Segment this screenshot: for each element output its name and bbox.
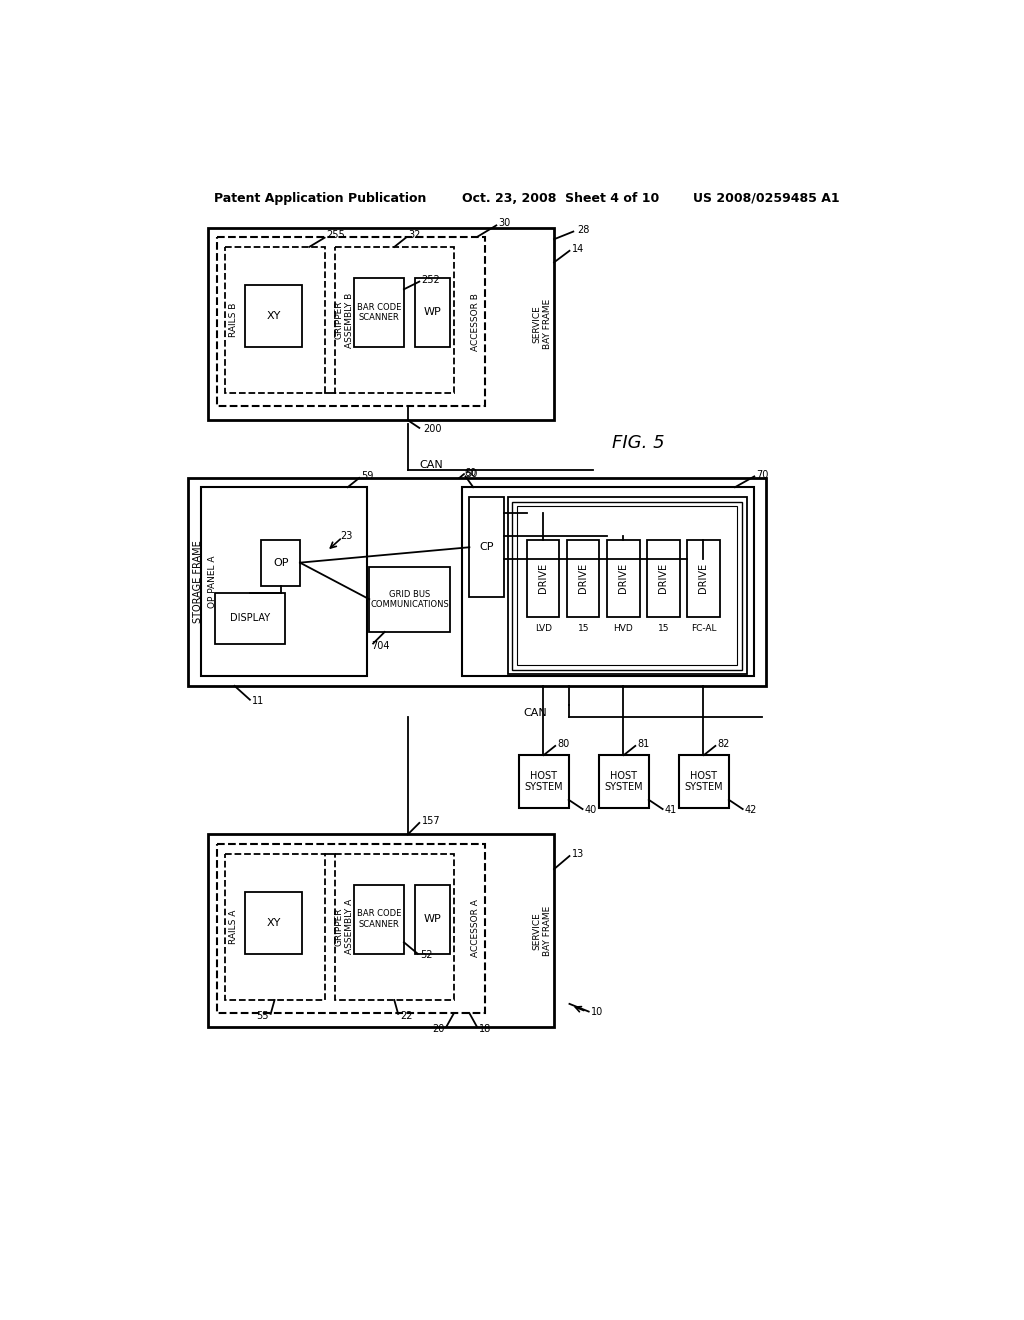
Bar [527,540,559,616]
Text: CAN: CAN [419,459,443,470]
Bar [647,540,680,616]
Bar [469,498,504,597]
Text: FC-AL: FC-AL [691,623,716,632]
Text: CP: CP [479,543,494,552]
Text: 14: 14 [571,244,584,255]
Text: 10: 10 [591,1007,603,1018]
Text: BAR CODE
SCANNER: BAR CODE SCANNER [356,909,401,929]
Bar [217,238,484,407]
Text: RAILS B: RAILS B [229,302,239,338]
Text: SERVICE
BAY FRAME: SERVICE BAY FRAME [532,298,552,348]
Bar [208,834,554,1027]
Bar [215,594,285,644]
Text: XY: XY [266,917,281,928]
Bar [679,755,729,808]
Text: 255: 255 [326,231,345,240]
Text: US 2008/0259485 A1: US 2008/0259485 A1 [692,191,840,205]
Text: SERVICE
BAY FRAME: SERVICE BAY FRAME [532,906,552,956]
Text: OP: OP [273,557,289,568]
Bar [261,540,300,586]
Text: Patent Application Publication: Patent Application Publication [214,191,426,205]
Bar [217,843,484,1014]
Bar [224,247,325,393]
Text: WP: WP [424,308,441,317]
Bar [416,277,451,347]
Text: HVD: HVD [613,623,633,632]
Text: 40: 40 [585,805,597,814]
Text: 32: 32 [409,231,421,240]
Text: GRID BUS
COMMUNICATIONS: GRID BUS COMMUNICATIONS [371,590,450,609]
Text: 70: 70 [756,470,768,480]
Text: CAN: CAN [523,708,547,718]
Text: 82: 82 [718,739,730,750]
Bar [224,854,325,1001]
Bar [188,478,766,686]
Text: 22: 22 [400,1011,413,1022]
Bar [208,227,554,420]
Text: 60: 60 [464,467,476,478]
Text: 50: 50 [465,469,477,479]
Bar [416,884,451,954]
Bar [354,277,403,347]
Bar [245,285,302,347]
Text: GRIPPER
ASSEMBLY B: GRIPPER ASSEMBLY B [334,293,353,347]
Text: 13: 13 [571,850,584,859]
Bar [354,884,403,954]
Bar [335,247,454,393]
Text: 252: 252 [422,275,440,285]
Text: 42: 42 [745,805,758,814]
Text: 18: 18 [478,1024,490,1035]
Text: HOST
SYSTEM: HOST SYSTEM [524,771,563,792]
Text: 80: 80 [557,739,569,750]
Text: GRIPPER
ASSEMBLY A: GRIPPER ASSEMBLY A [334,899,353,954]
Bar [607,540,640,616]
Text: Oct. 23, 2008  Sheet 4 of 10: Oct. 23, 2008 Sheet 4 of 10 [462,191,658,205]
Bar [567,540,599,616]
Text: 20: 20 [432,1024,444,1035]
Text: DRIVE: DRIVE [658,564,669,593]
Text: 15: 15 [578,623,589,632]
Text: DRIVE: DRIVE [618,564,629,593]
Text: HOST
SYSTEM: HOST SYSTEM [604,771,643,792]
Text: BAR CODE
SCANNER: BAR CODE SCANNER [356,302,401,322]
Text: ACCESSOR B: ACCESSOR B [471,293,480,351]
Text: RAILS A: RAILS A [229,909,239,944]
Text: LVD: LVD [535,623,552,632]
Text: 30: 30 [499,218,511,228]
Text: OP PANEL A: OP PANEL A [208,556,217,607]
Text: XY: XY [266,312,281,321]
Text: 15: 15 [657,623,669,632]
Text: DRIVE: DRIVE [579,564,589,593]
Text: HOST
SYSTEM: HOST SYSTEM [684,771,723,792]
Text: 59: 59 [360,471,373,480]
Text: 157: 157 [422,816,440,825]
Text: 23: 23 [340,531,352,541]
Bar [687,540,720,616]
Text: 55: 55 [256,1011,268,1022]
Text: 704: 704 [372,640,390,651]
Text: 41: 41 [665,805,677,814]
Text: STORAGE FRAME: STORAGE FRAME [193,540,203,623]
Bar [335,854,454,1001]
Text: 11: 11 [252,696,264,706]
Text: 28: 28 [578,224,590,235]
Bar [202,487,367,676]
Bar [518,755,568,808]
Text: ACCESSOR A: ACCESSOR A [471,899,480,957]
Text: DRIVE: DRIVE [698,564,709,593]
Bar [245,892,302,954]
Bar [517,507,737,665]
Bar [370,566,451,632]
Text: FIG. 5: FIG. 5 [612,434,665,453]
Text: 81: 81 [638,739,650,750]
Bar [508,498,746,675]
Text: 200: 200 [423,425,441,434]
Bar [512,502,742,669]
Bar [599,755,649,808]
Bar [462,487,755,676]
Text: WP: WP [424,915,441,924]
Text: 52: 52 [420,950,432,961]
Text: DRIVE: DRIVE [539,564,548,593]
Text: DISPLAY: DISPLAY [229,614,270,623]
